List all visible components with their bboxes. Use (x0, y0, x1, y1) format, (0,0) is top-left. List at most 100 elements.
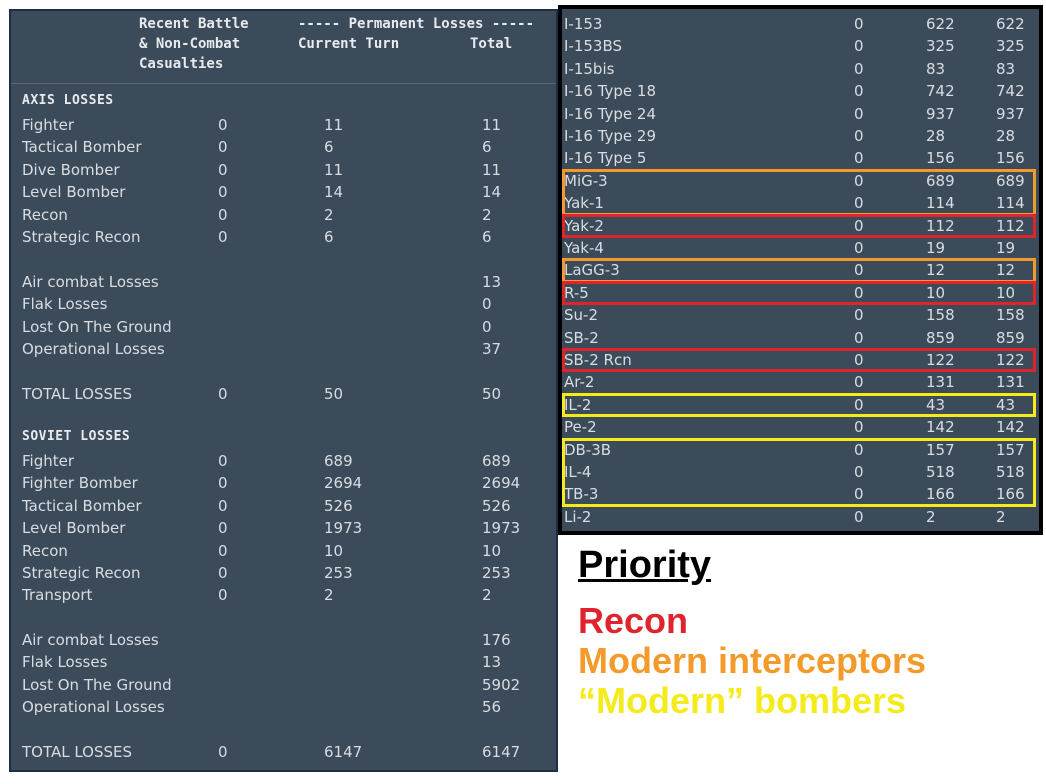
aircraft-current: 12 (926, 261, 946, 280)
aircraft-name: Pe-2 (564, 418, 597, 437)
aircraft-recent: 0 (854, 149, 864, 168)
aircraft-recent: 0 (854, 395, 864, 414)
aircraft-total: 122 (996, 351, 1025, 369)
table-row: Operational Losses 56 (11, 696, 556, 718)
table-row: Lost On The Ground 0 (11, 316, 556, 338)
header-permanent-losses: ----- Permanent Losses ----- (298, 16, 535, 32)
row-current: 10 (324, 541, 344, 560)
aircraft-name: LaGG-3 (564, 261, 620, 280)
aircraft-row: Yak-2 0 112 112 (562, 215, 1039, 237)
highlight-box (562, 168, 1036, 216)
aircraft-recent: 0 (854, 216, 864, 235)
aircraft-current: 142 (926, 418, 955, 437)
row-total: 5902 (482, 675, 521, 694)
legend-item: Modern interceptors (578, 640, 927, 681)
aircraft-current: 157 (926, 440, 955, 459)
aircraft-name: SB-2 (564, 328, 599, 347)
aircraft-recent: 0 (854, 104, 864, 123)
row-recent: 0 (218, 541, 228, 560)
row-total: 689 (482, 452, 511, 470)
aircraft-name: I-16 Type 24 (564, 104, 656, 123)
row-recent: 0 (218, 160, 228, 179)
header-recent-line1: Recent Battle (139, 16, 249, 32)
aircraft-row: TB-3 0 166 166 (562, 483, 1039, 505)
row-name: Lost On The Ground (22, 675, 172, 694)
aircraft-losses-panel: I-153 0 622 622 I-153BS 0 325 325 I-15bis 0 83 83 I-… (558, 5, 1043, 535)
aircraft-name: Li-2 (564, 507, 592, 526)
aircraft-current: 19 (926, 239, 946, 257)
row-current: 6 (324, 228, 334, 246)
table-row: Fighter 0 689 689 (11, 450, 556, 472)
aircraft-row: I-16 Type 18 0 742 742 (562, 80, 1039, 102)
aircraft-current: 10 (926, 283, 946, 302)
aircraft-current: 112 (926, 216, 955, 235)
aircraft-row: I-153 0 622 622 (562, 13, 1039, 35)
aircraft-total: 19 (996, 239, 1016, 257)
aircraft-recent: 0 (854, 351, 864, 369)
aircraft-row: R-5 0 10 10 (562, 282, 1039, 304)
row-total: 56 (482, 698, 502, 717)
header-recent-line3: Casualties (139, 56, 224, 72)
row-total: 0 (482, 295, 492, 314)
row-name: Transport (22, 586, 93, 605)
row-recent: 0 (218, 138, 228, 157)
header-recent-line2: & Non-Combat (139, 36, 241, 52)
highlight-box (562, 437, 1036, 507)
row-name: Air combat Losses (22, 273, 159, 291)
legend-title: Priority (578, 544, 712, 586)
aircraft-total: 142 (996, 418, 1025, 437)
highlight-box (562, 213, 1036, 238)
row-recent: 0 (218, 586, 228, 605)
row-total: 13 (482, 653, 502, 672)
total-current: 50 (324, 385, 344, 403)
aircraft-current: 2 (926, 507, 936, 526)
table-row: Strategic Recon 0 6 6 (11, 226, 556, 248)
table-row: Level Bomber 0 1973 1973 (11, 517, 556, 539)
row-current: 526 (324, 496, 353, 515)
table-row: Dive Bomber 0 11 11 (11, 159, 556, 181)
aircraft-current: 114 (926, 194, 955, 213)
row-total: 6 (482, 228, 492, 246)
aircraft-recent: 0 (854, 485, 864, 504)
row-name: Strategic Recon (22, 564, 141, 582)
table-row: Recon 0 2 2 (11, 204, 556, 226)
table-row: Air combat Losses 176 (11, 629, 556, 651)
aircraft-row: Yak-1 0 114 114 (562, 192, 1039, 214)
row-recent: 0 (218, 496, 228, 515)
row-recent: 0 (218, 564, 228, 582)
highlight-box (562, 258, 1036, 283)
table-row: Flak Losses 0 (11, 293, 556, 315)
row-total: 0 (482, 317, 492, 336)
row-recent: 0 (218, 116, 228, 134)
row-name: Fighter (22, 116, 75, 134)
aircraft-total: 112 (996, 216, 1025, 235)
aircraft-recent: 0 (854, 283, 864, 302)
row-current: 2 (324, 586, 334, 605)
aircraft-row: Yak-4 0 19 19 (562, 237, 1039, 259)
aircraft-current: 859 (926, 328, 955, 347)
row-name: Air combat Losses (22, 631, 159, 649)
highlight-box (562, 392, 1036, 418)
aircraft-name: DB-3B (564, 440, 612, 459)
aircraft-name: MiG-3 (564, 171, 608, 190)
row-name: Flak Losses (22, 653, 108, 672)
row-total: 2694 (482, 474, 521, 493)
total-recent: 0 (218, 385, 228, 403)
aircraft-recent: 0 (854, 306, 864, 325)
aircraft-name: TB-3 (564, 485, 599, 504)
aircraft-recent: 0 (854, 127, 864, 145)
row-name: Operational Losses (22, 340, 165, 359)
aircraft-recent: 0 (854, 239, 864, 257)
aircraft-recent: 0 (854, 507, 864, 526)
row-total: 1973 (482, 519, 521, 538)
aircraft-total: 28 (996, 127, 1016, 145)
aircraft-current: 156 (926, 149, 955, 168)
aircraft-current: 518 (926, 463, 955, 481)
aircraft-row: Ar-2 0 131 131 (562, 371, 1039, 393)
table-row: Fighter 0 11 11 (11, 114, 556, 136)
aircraft-recent: 0 (854, 59, 864, 78)
aircraft-row: IL-4 0 518 518 (562, 461, 1039, 483)
row-current: 2694 (324, 474, 363, 493)
row-name: Operational Losses (22, 698, 165, 717)
aircraft-recent: 0 (854, 82, 864, 101)
